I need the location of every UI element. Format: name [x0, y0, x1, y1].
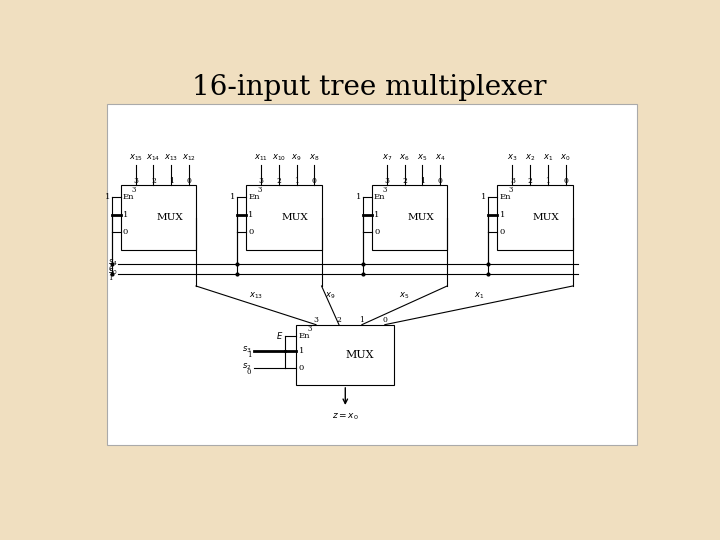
Text: 1: 1 [104, 193, 110, 201]
Text: 1: 1 [123, 211, 128, 219]
Text: $x_{12}$: $x_{12}$ [182, 153, 196, 163]
Text: 2: 2 [336, 316, 341, 324]
Text: 3: 3 [510, 177, 515, 185]
Text: 1: 1 [299, 347, 304, 355]
Text: $x_{11}$: $x_{11}$ [254, 153, 269, 163]
Text: MUX: MUX [156, 213, 183, 222]
Bar [121, 185, 196, 250]
Text: 0: 0 [382, 316, 387, 324]
Bar [107, 104, 637, 445]
Text: En: En [299, 332, 310, 340]
Text: MUX: MUX [408, 213, 434, 222]
Bar [246, 185, 322, 250]
Text: $x_{3}$: $x_{3}$ [507, 153, 518, 163]
Text: $s_2$: $s_2$ [242, 361, 251, 372]
Text: $E$: $E$ [276, 330, 283, 341]
Text: $x_{7}$: $x_{7}$ [382, 153, 392, 163]
Text: 2: 2 [528, 177, 533, 185]
Text: MUX: MUX [346, 350, 374, 360]
Text: 1: 1 [545, 177, 550, 185]
Text: 2: 2 [276, 177, 282, 185]
Text: $x_{1}$: $x_{1}$ [474, 291, 484, 301]
Text: 0: 0 [247, 368, 251, 376]
Text: 16-input tree multiplexer: 16-input tree multiplexer [192, 74, 546, 101]
Text: $x_{9}$: $x_{9}$ [325, 291, 336, 301]
Text: 1: 1 [294, 177, 299, 185]
Text: $x_{8}$: $x_{8}$ [309, 153, 320, 163]
Text: 3: 3 [383, 186, 387, 194]
Text: 1: 1 [356, 193, 361, 201]
Text: En: En [500, 193, 511, 201]
Text: $x_{13}$: $x_{13}$ [164, 153, 179, 163]
Text: 3: 3 [132, 186, 136, 194]
Text: $x_{15}$: $x_{15}$ [129, 153, 143, 163]
Text: 0: 0 [186, 177, 192, 185]
Text: $x_{6}$: $x_{6}$ [400, 153, 410, 163]
Bar [297, 325, 394, 385]
Text: 1: 1 [374, 211, 379, 219]
Text: $s_3$: $s_3$ [242, 345, 251, 355]
Text: 0: 0 [312, 177, 317, 185]
Text: 0: 0 [438, 177, 442, 185]
Text: $x_{13}$: $x_{13}$ [249, 291, 263, 301]
Bar [498, 185, 572, 250]
Text: 0: 0 [563, 177, 568, 185]
Text: 1: 1 [168, 177, 174, 185]
Text: 2: 2 [151, 177, 156, 185]
Text: 3: 3 [508, 186, 513, 194]
Text: $x_{5}$: $x_{5}$ [400, 291, 410, 301]
Text: 2: 2 [402, 177, 407, 185]
Text: 3: 3 [313, 316, 318, 324]
Text: $x_{4}$: $x_{4}$ [435, 153, 445, 163]
Text: 1: 1 [481, 193, 487, 201]
Text: 0: 0 [123, 228, 128, 237]
Text: 0: 0 [109, 265, 113, 273]
Text: 3: 3 [307, 325, 312, 333]
Text: 3: 3 [384, 177, 390, 185]
Text: $x_{5}$: $x_{5}$ [417, 153, 428, 163]
Text: $x_{9}$: $x_{9}$ [292, 153, 302, 163]
Text: 1: 1 [359, 316, 364, 324]
Text: $x_{0}$: $x_{0}$ [560, 153, 571, 163]
Text: En: En [123, 193, 135, 201]
Text: 1: 1 [248, 211, 254, 219]
Text: $s_4$: $s_4$ [109, 258, 118, 268]
Text: 0: 0 [299, 364, 304, 372]
Text: $x_{2}$: $x_{2}$ [525, 153, 535, 163]
Text: 1: 1 [230, 193, 235, 201]
Text: 3: 3 [258, 177, 264, 185]
Text: En: En [248, 193, 260, 201]
Text: $z = x_0$: $z = x_0$ [332, 411, 359, 422]
Text: 3: 3 [258, 186, 262, 194]
Text: 1: 1 [247, 352, 251, 359]
Text: En: En [374, 193, 385, 201]
Bar [372, 185, 447, 250]
Text: $x_{1}$: $x_{1}$ [543, 153, 553, 163]
Text: $s_0$: $s_0$ [109, 267, 118, 277]
Text: 0: 0 [248, 228, 253, 237]
Text: 0: 0 [374, 228, 379, 237]
Text: $x_{10}$: $x_{10}$ [272, 153, 286, 163]
Text: 1: 1 [500, 211, 505, 219]
Text: MUX: MUX [282, 213, 309, 222]
Text: MUX: MUX [533, 213, 559, 222]
Text: 0: 0 [500, 228, 505, 237]
Text: 1: 1 [420, 177, 425, 185]
Text: $x_{14}$: $x_{14}$ [146, 153, 161, 163]
Text: 3: 3 [133, 177, 138, 185]
Text: 1: 1 [109, 274, 113, 282]
